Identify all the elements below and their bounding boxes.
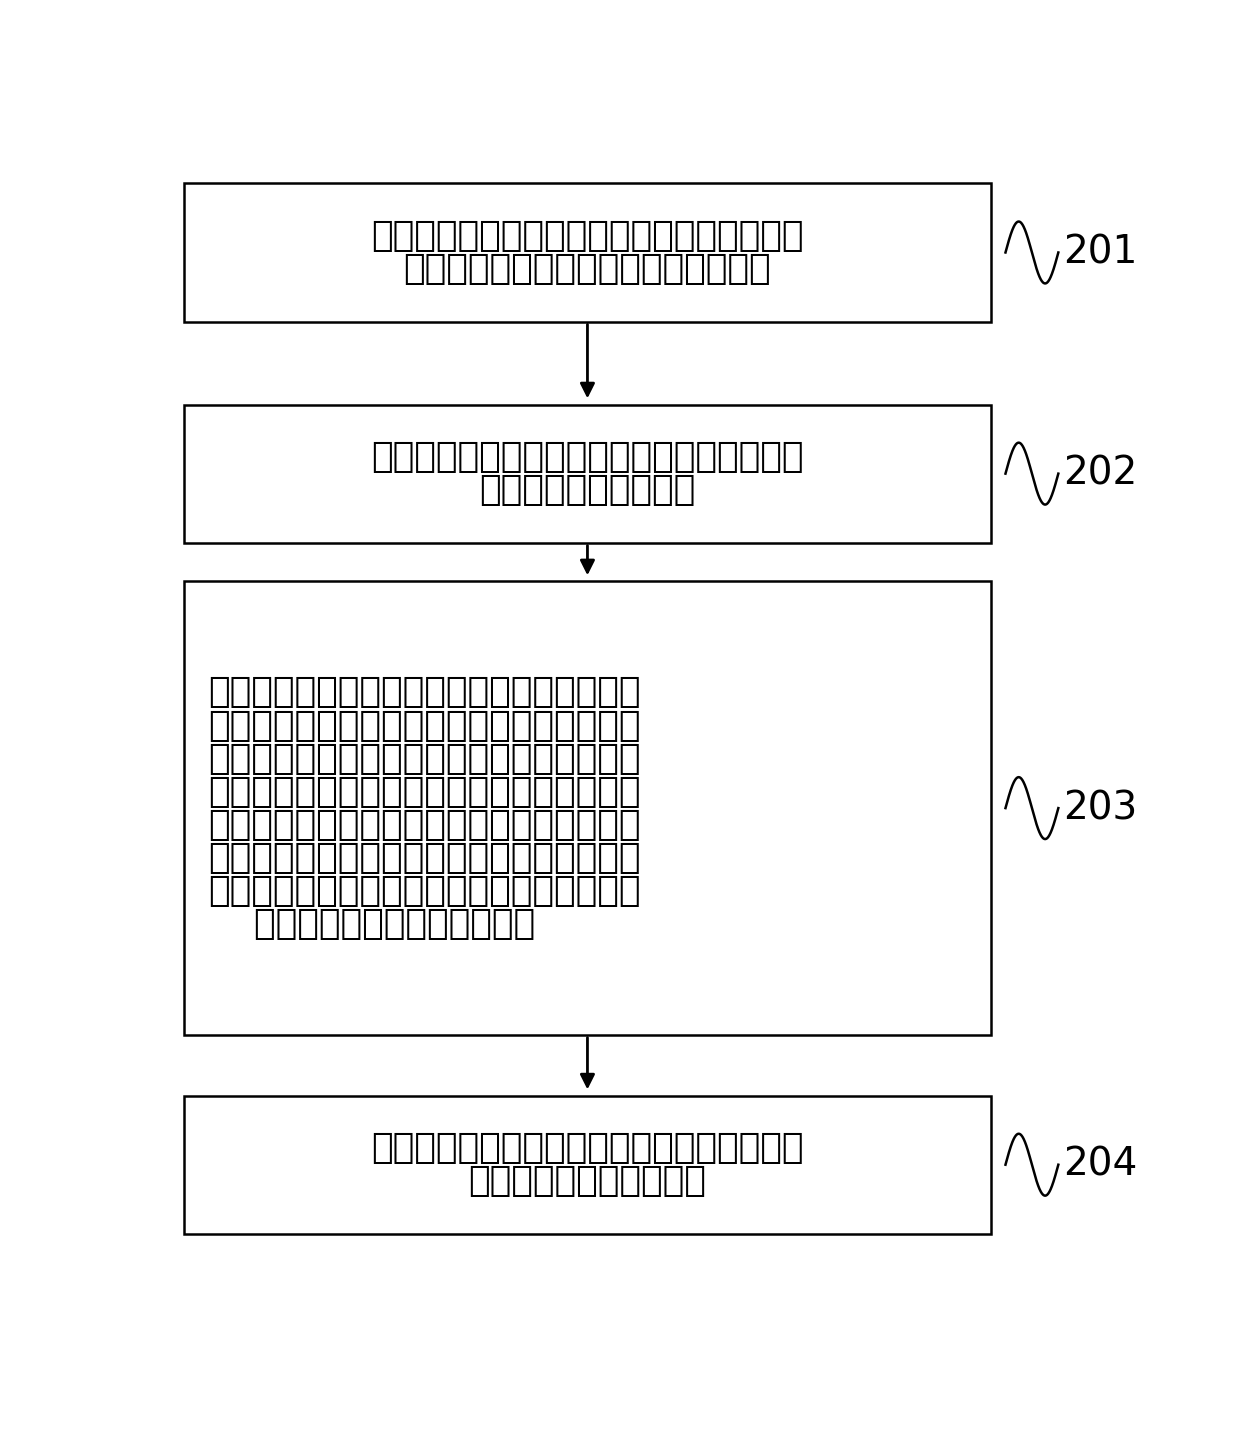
Text: 冷却器冷却后返回流化区: 冷却器冷却后返回流化区 [469,1165,707,1198]
FancyBboxPatch shape [184,582,991,1035]
FancyBboxPatch shape [184,405,991,543]
Text: 的气体出口管排出，分离出的固体催化剂落入: 的气体出口管排出，分离出的固体催化剂落入 [208,807,640,841]
Text: 将预热后的具有预设比例的甲烷和氧气作为原: 将预热后的具有预设比例的甲烷和氧气作为原 [371,439,804,474]
Text: 第四旋风分离器进行气固分离: 第四旋风分离器进行气固分离 [208,906,534,941]
Text: 沉降区内的催化剂床层；若所述沉降区中包含: 沉降区内的催化剂床层；若所述沉降区中包含 [208,840,640,875]
FancyBboxPatch shape [184,184,991,322]
Text: 器进行气固分离，分离出的气体经集气室顶部: 器进行气固分离，分离出的气体经集气室顶部 [208,774,640,808]
Text: 应，反应后获得的气固混合物经沉降区内的提: 应，反应后获得的气固混合物经沉降区内的提 [208,708,640,742]
Text: 201: 201 [1063,234,1137,271]
Text: 催化剂从流化区底部进入，并向上流动: 催化剂从流化区底部进入，并向上流动 [404,251,771,286]
FancyBboxPatch shape [184,1096,991,1234]
Text: 203: 203 [1063,790,1137,827]
Text: 202: 202 [1063,455,1137,493]
Text: 料气充入所述流化区中: 料气充入所述流化区中 [480,472,696,507]
Text: 控制催化剂流量控制阀使得催化剂输送管内的: 控制催化剂流量控制阀使得催化剂输送管内的 [371,218,804,253]
Text: 催化剂床层中的催化剂进入催化剂输送管，经: 催化剂床层中的催化剂进入催化剂输送管，经 [371,1132,804,1165]
Text: 204: 204 [1063,1146,1137,1183]
Text: 所述原料气与所述催化剂进行甲烷氧化偶联反: 所述原料气与所述催化剂进行甲烷氧化偶联反 [208,675,640,709]
Text: 升管进入第一旋风分离器和所述第二旋风分离: 升管进入第一旋风分离器和所述第二旋风分离 [208,741,640,775]
Text: 有所述气固混合物，则通过第三旋风分离器和: 有所述气固混合物，则通过第三旋风分离器和 [208,873,640,908]
